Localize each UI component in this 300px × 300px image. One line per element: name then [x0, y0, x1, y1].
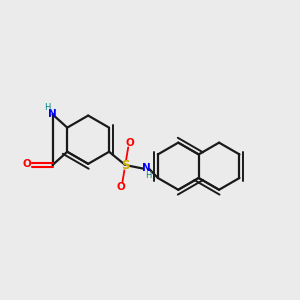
Text: H: H: [44, 103, 50, 112]
Text: N: N: [48, 109, 57, 119]
Text: N: N: [142, 163, 151, 173]
Text: O: O: [22, 159, 31, 170]
Text: S: S: [121, 158, 130, 172]
Text: O: O: [125, 138, 134, 148]
Text: H: H: [145, 170, 151, 179]
Text: O: O: [116, 182, 125, 192]
